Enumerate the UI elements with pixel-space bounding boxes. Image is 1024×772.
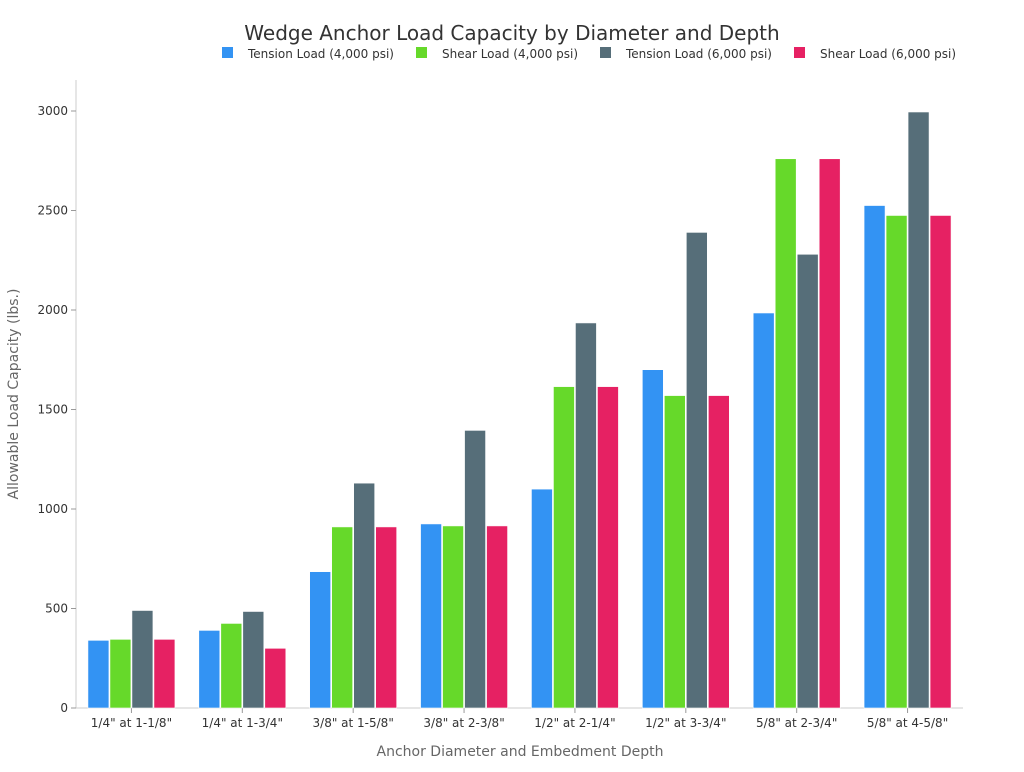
- y-ticks: 0 500 1000 1500 2000 2500 3000: [37, 104, 76, 715]
- y-tick-label: 2500: [37, 204, 68, 218]
- legend-swatch: [416, 47, 427, 58]
- bar: [331, 526, 353, 709]
- bar: [597, 386, 619, 709]
- legend-swatch: [794, 47, 805, 58]
- bar: [420, 523, 442, 709]
- bar: [353, 482, 375, 709]
- bar: [553, 386, 575, 709]
- bar: [664, 395, 686, 709]
- bar: [929, 215, 952, 709]
- bar: [774, 158, 797, 709]
- bar: [131, 610, 154, 709]
- bar: [531, 488, 553, 709]
- x-tick-label: 1/4" at 1-1/8": [91, 716, 172, 730]
- bar: [153, 639, 176, 709]
- bar: [686, 232, 708, 709]
- y-tick-label: 500: [45, 602, 68, 616]
- y-axis-label: Allowable Load Capacity (lbs.): [6, 289, 22, 500]
- legend: Tension Load (4,000 psi) Shear Load (4,00…: [222, 47, 956, 61]
- legend-label: Tension Load (4,000 psi): [247, 47, 394, 61]
- legend-swatch: [600, 47, 611, 58]
- bar: [442, 525, 464, 709]
- y-tick-label: 0: [60, 701, 68, 715]
- x-tick-label: 5/8" at 2-3/4": [756, 716, 837, 730]
- y-tick-label: 1500: [37, 403, 68, 417]
- bar: [796, 253, 819, 709]
- bar: [220, 623, 243, 709]
- bar: [818, 158, 841, 709]
- bar: [885, 215, 908, 709]
- bar: [242, 611, 265, 709]
- x-axis-label: Anchor Diameter and Embedment Depth: [377, 744, 664, 760]
- legend-label: Tension Load (6,000 psi): [625, 47, 772, 61]
- x-ticks: 1/4" at 1-1/8" 1/4" at 1-3/4" 3/8" at 1-5/…: [91, 708, 948, 730]
- bar: [87, 640, 110, 709]
- bar: [464, 430, 486, 709]
- bar: [109, 639, 132, 709]
- x-tick-label: 1/2" at 3-3/4": [645, 716, 726, 730]
- bar: [309, 571, 331, 709]
- bar: [375, 526, 397, 709]
- legend-label: Shear Load (6,000 psi): [820, 47, 956, 61]
- bar: [642, 369, 664, 709]
- x-tick-label: 3/8" at 2-3/8": [423, 716, 504, 730]
- y-tick-label: 1000: [37, 502, 68, 516]
- legend-swatch: [222, 47, 233, 58]
- y-tick-label: 2000: [37, 303, 68, 317]
- bar: [264, 647, 287, 709]
- legend-label: Shear Load (4,000 psi): [442, 47, 578, 61]
- bar: [708, 395, 730, 709]
- bar: [752, 312, 775, 709]
- bar: [198, 630, 221, 709]
- bars: [87, 111, 952, 709]
- bar: [907, 111, 930, 709]
- bar: [575, 322, 597, 709]
- x-tick-label: 1/4" at 1-3/4": [202, 716, 283, 730]
- y-tick-label: 3000: [37, 104, 68, 118]
- x-tick-label: 1/2" at 2-1/4": [534, 716, 615, 730]
- x-tick-label: 3/8" at 1-5/8": [313, 716, 394, 730]
- x-tick-label: 5/8" at 4-5/8": [867, 716, 948, 730]
- chart-title: Wedge Anchor Load Capacity by Diameter a…: [244, 21, 779, 45]
- bar: [486, 525, 508, 709]
- bar: [863, 205, 886, 709]
